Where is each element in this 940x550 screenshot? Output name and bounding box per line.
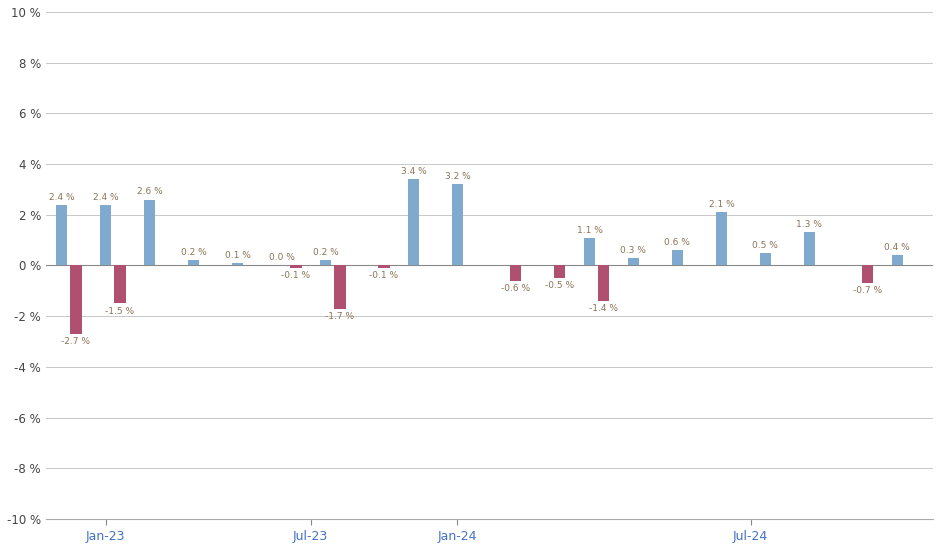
Bar [715,212,728,266]
Bar [188,260,199,266]
Bar [378,266,389,268]
Text: 0.2 %: 0.2 % [313,249,338,257]
Text: 0.6 %: 0.6 % [665,238,690,247]
Bar [672,250,683,266]
Bar [70,266,82,334]
Bar [554,266,566,278]
Bar [598,266,609,301]
Bar [334,266,346,309]
Text: 0.1 %: 0.1 % [225,251,251,260]
Text: 2.1 %: 2.1 % [709,200,734,209]
Text: 0.2 %: 0.2 % [180,249,207,257]
Bar [584,238,595,266]
Text: 1.1 %: 1.1 % [576,226,603,234]
Text: -0.5 %: -0.5 % [545,281,574,290]
Bar [509,266,522,280]
Bar [862,266,873,283]
Text: -0.1 %: -0.1 % [369,271,399,280]
Text: -2.7 %: -2.7 % [61,337,90,346]
Bar [144,200,155,266]
Text: 0.5 %: 0.5 % [752,241,778,250]
Text: -0.7 %: -0.7 % [853,286,882,295]
Text: 1.3 %: 1.3 % [796,221,822,229]
Text: 2.4 %: 2.4 % [93,192,118,201]
Bar [290,266,302,268]
Text: -0.1 %: -0.1 % [281,271,310,280]
Bar [55,205,68,266]
Bar [114,266,126,304]
Text: 0.0 %: 0.0 % [269,254,294,262]
Text: 3.4 %: 3.4 % [400,167,427,176]
Text: -1.4 %: -1.4 % [589,304,619,313]
Text: 3.2 %: 3.2 % [445,172,470,182]
Bar [320,260,331,266]
Bar [628,258,639,266]
Bar [232,263,243,266]
Text: -1.7 %: -1.7 % [325,312,354,321]
Bar [891,255,903,266]
Bar [804,233,815,266]
Bar [100,205,112,266]
Text: 0.3 %: 0.3 % [620,246,647,255]
Text: -1.5 %: -1.5 % [105,306,134,316]
Text: 2.6 %: 2.6 % [136,188,163,196]
Bar [760,253,771,266]
Text: 2.4 %: 2.4 % [49,192,74,201]
Bar [408,179,419,266]
Bar [452,184,463,266]
Text: -0.6 %: -0.6 % [501,284,530,293]
Text: 0.4 %: 0.4 % [885,243,910,252]
